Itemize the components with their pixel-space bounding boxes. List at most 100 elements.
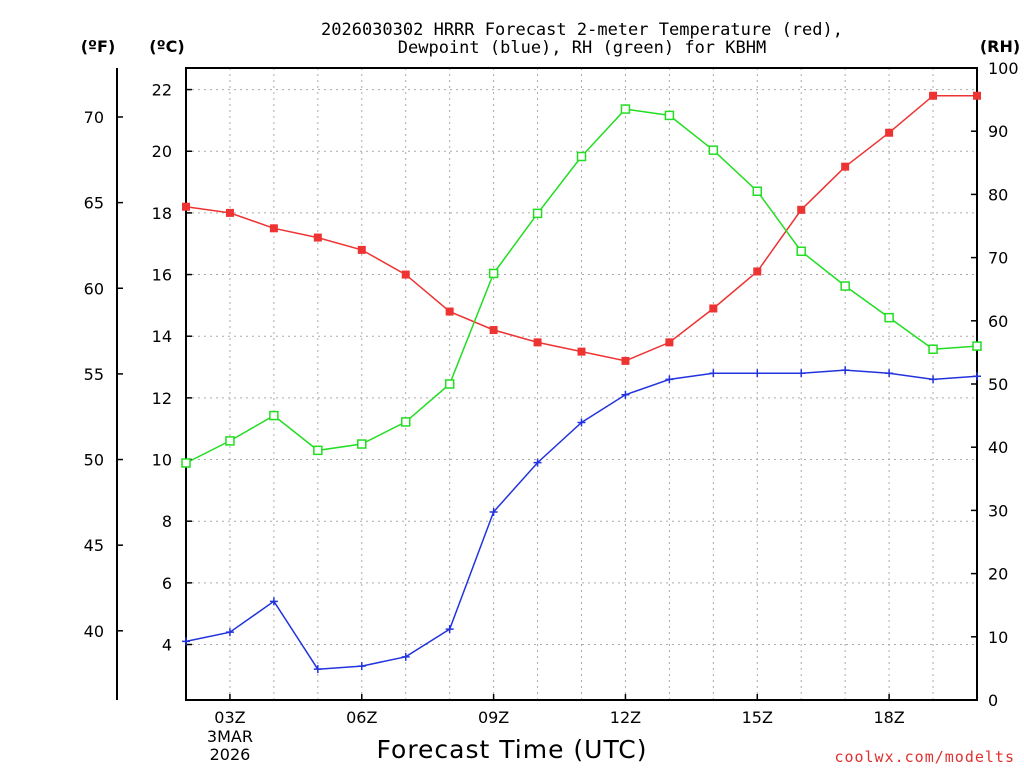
rh-point	[444, 379, 455, 389]
temperature-point	[182, 202, 190, 211]
fahrenheit-unit-label: (ºF)	[81, 37, 116, 56]
temperature-point	[269, 224, 278, 233]
fahrenheit-tick-label: 40	[84, 622, 104, 641]
temperature-point	[621, 356, 630, 365]
temperature-point	[797, 205, 806, 214]
temperature-point	[533, 338, 542, 347]
tick-labels: 4 6 8 10 12 14 16 18 20 22 40 45 50 55 60 65 70 0 10 20 30 40…	[84, 59, 1019, 764]
rh-point	[576, 151, 587, 162]
rh-point	[269, 410, 279, 421]
celsius-tick-label: 10	[152, 451, 172, 470]
dewpoint-point	[225, 628, 234, 637]
dewpoint-point	[533, 458, 542, 467]
x-tick-label: 12Z	[610, 708, 641, 727]
rh-tick-label: 80	[988, 185, 1008, 204]
rh-point	[884, 312, 894, 323]
fahrenheit-tick-label: 65	[84, 194, 104, 213]
celsius-tick-label: 16	[152, 266, 172, 285]
rh-tick-label: 70	[988, 249, 1008, 268]
chart-title-line-2: Dewpoint (blue), RH (green) for KBHM	[398, 38, 766, 58]
rh-point	[225, 436, 235, 446]
dewpoint-point	[841, 366, 850, 375]
dewpoint-point	[621, 390, 630, 399]
rh-point	[708, 145, 719, 155]
temperature-point	[885, 128, 894, 137]
rh-tick-label: 40	[988, 438, 1008, 457]
temperature-point	[753, 267, 762, 276]
rh-point	[752, 186, 763, 196]
dewpoint-point	[182, 637, 190, 646]
rh-point	[313, 445, 323, 456]
celsius-tick-label: 20	[152, 142, 172, 161]
temperature-point	[225, 208, 234, 217]
temperature-point	[357, 245, 366, 254]
dewpoint-point	[797, 369, 806, 378]
temperature-point	[973, 91, 981, 100]
dewpoint-point	[445, 625, 454, 634]
rh-point	[532, 208, 543, 219]
temperature-point	[401, 270, 410, 279]
rh-point	[620, 104, 631, 114]
fahrenheit-tick-label: 70	[84, 108, 104, 127]
celsius-tick-label: 22	[152, 81, 172, 100]
celsius-tick-label: 8	[162, 512, 172, 531]
temperature-point	[577, 347, 586, 356]
dewpoint-point	[357, 662, 366, 671]
dewpoint-point	[973, 372, 981, 381]
rh-point	[928, 344, 938, 354]
plot-frame	[185, 67, 978, 701]
temperature-point	[841, 162, 850, 171]
x-tick-label: 18Z	[873, 708, 904, 727]
dewpoint-point	[753, 369, 762, 378]
fahrenheit-tick-label: 55	[84, 365, 104, 384]
series-line-relative-humidity	[185, 108, 978, 464]
temperature-point	[445, 307, 454, 316]
rh-unit-label: (RH)	[980, 37, 1020, 56]
rh-tick-label: 50	[988, 375, 1008, 394]
fahrenheit-tick-label: 50	[84, 451, 104, 470]
fahrenheit-tick-label: 45	[84, 536, 104, 555]
x-tick-label: 15Z	[742, 708, 773, 727]
grid-lines	[186, 68, 977, 700]
temperature-point	[709, 304, 718, 313]
rh-tick-label: 100	[988, 59, 1019, 78]
rh-point	[181, 458, 191, 468]
rh-point	[840, 281, 850, 291]
temperature-point	[665, 338, 674, 347]
celsius-tick-label: 18	[152, 204, 172, 223]
x-tick-date-label: 2026	[210, 745, 251, 764]
rh-tick-label: 60	[988, 312, 1008, 331]
dewpoint-point	[885, 369, 894, 378]
dewpoint-point	[929, 375, 938, 384]
chart-title-line-1: 2026030302 HRRR Forecast 2-meter Tempera…	[321, 20, 843, 40]
rh-tick-label: 20	[988, 565, 1008, 584]
dewpoint-point	[401, 652, 410, 661]
credit-link[interactable]: coolwx.com/modelts	[834, 748, 1015, 766]
fahrenheit-tick-label: 60	[84, 279, 104, 298]
rh-tick-label: 10	[988, 628, 1008, 647]
rh-tick-label: 30	[988, 501, 1008, 520]
dewpoint-point	[269, 597, 278, 606]
data-series	[181, 91, 982, 674]
x-tick-label: 03Z	[214, 708, 245, 727]
temperature-point	[313, 233, 322, 242]
x-tick-date-label: 3MAR	[207, 727, 253, 746]
rh-point	[357, 439, 367, 449]
temperature-point	[929, 91, 938, 100]
celsius-tick-label: 6	[162, 574, 172, 593]
dewpoint-point	[665, 375, 674, 384]
rh-tick-label: 90	[988, 122, 1008, 141]
rh-point	[400, 417, 411, 427]
dewpoint-point	[577, 418, 586, 427]
x-axis-title: Forecast Time (UTC)	[377, 735, 648, 764]
celsius-unit-label: (ºC)	[149, 37, 184, 56]
celsius-tick-label: 12	[152, 389, 172, 408]
dewpoint-point	[313, 665, 322, 674]
axes	[116, 67, 978, 701]
rh-tick-label: 0	[988, 691, 998, 710]
dewpoint-point	[709, 369, 718, 378]
rh-point	[664, 110, 675, 121]
x-tick-label: 06Z	[346, 708, 377, 727]
rh-point	[972, 341, 982, 351]
